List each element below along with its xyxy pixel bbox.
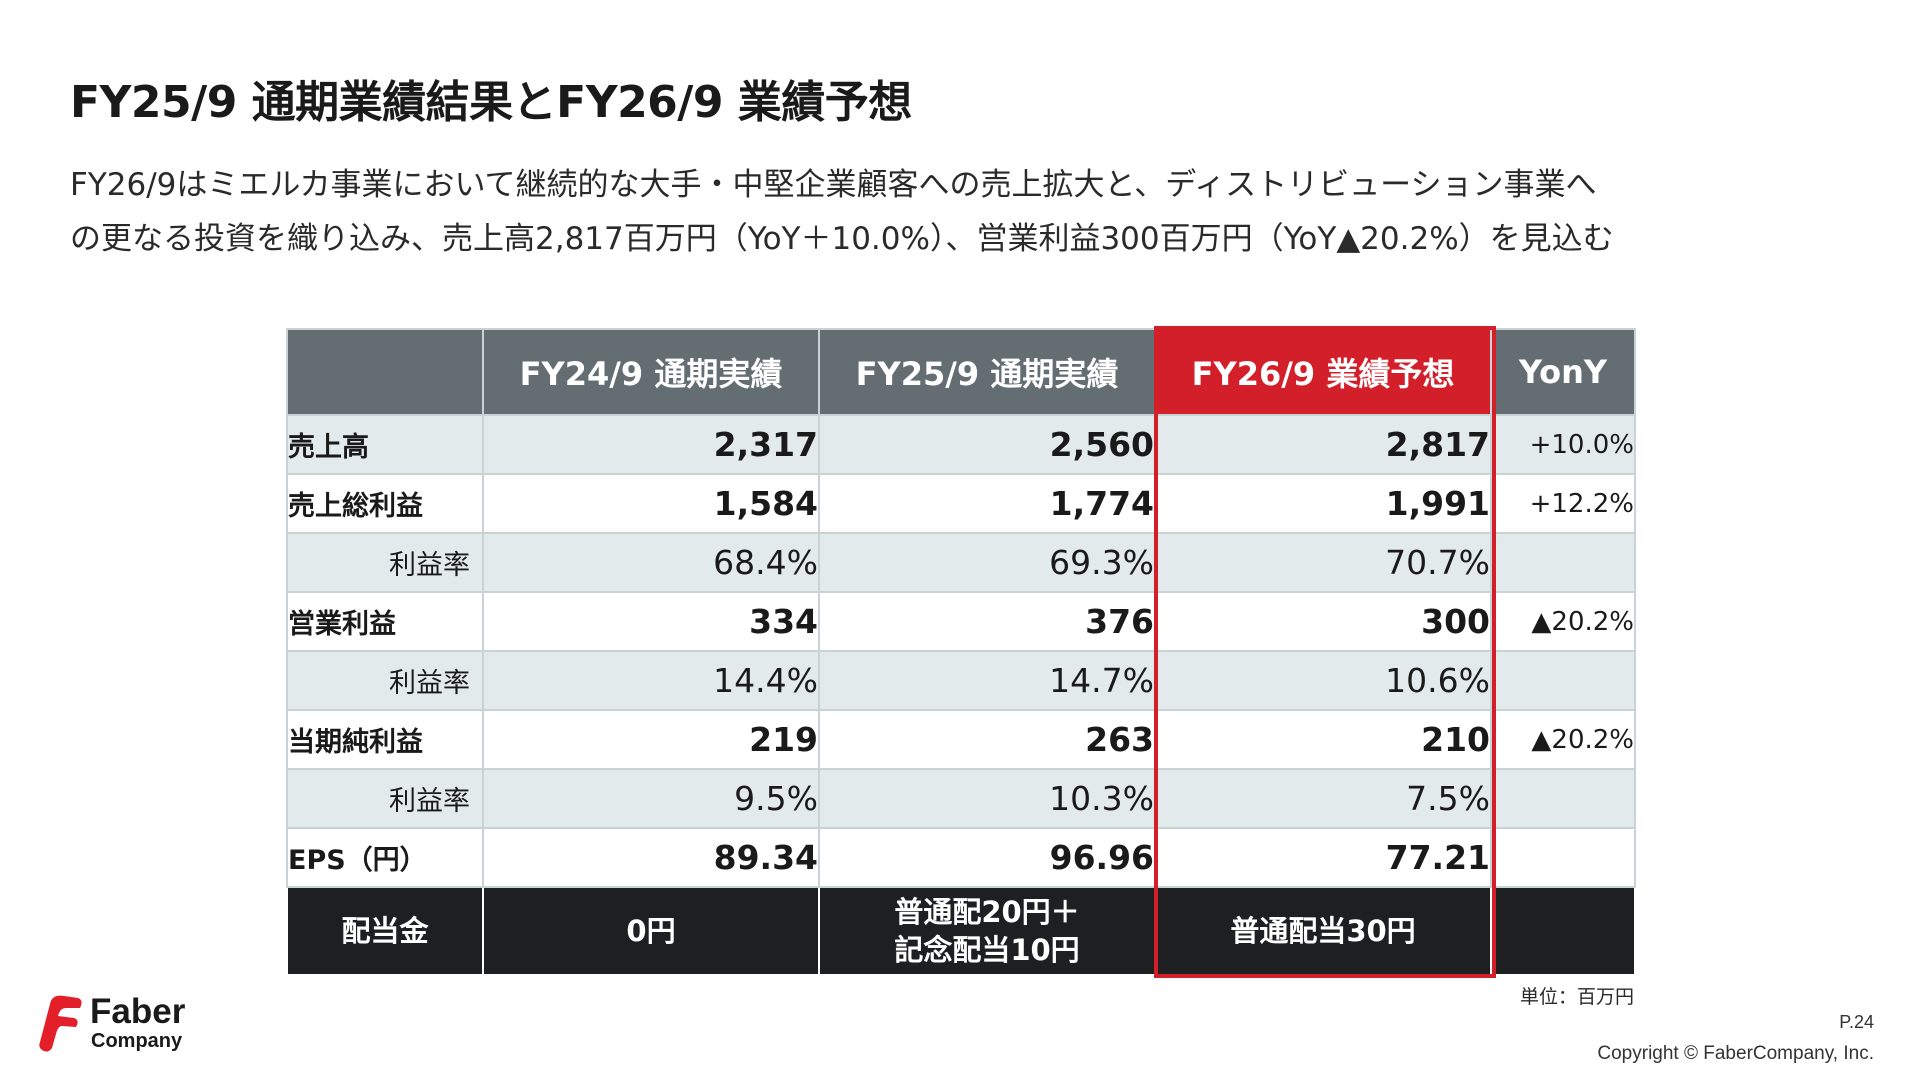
cell-fy25: 10.3% [818,768,1156,829]
cell-yoy [1490,650,1636,711]
row-label: 当期純利益 [286,709,484,770]
cell-fy25: 14.7% [818,650,1156,711]
unit-note: 単位：百万円 [1520,986,1635,1008]
header-fy26-forecast: FY26/9 業績予想 [1154,328,1492,416]
cell-fy26: 210 [1154,709,1492,770]
cell-fy24: 1,584 [482,473,820,534]
row-label: 利益率 [286,768,484,829]
table-row: 売上高 2,317 2,560 2,817 +10.0% [286,414,1636,475]
row-label: 営業利益 [286,591,484,652]
dividend-yoy [1490,886,1636,976]
cell-fy25: 96.96 [818,827,1156,888]
cell-yoy: +10.0% [1490,414,1636,475]
faber-logo-icon [39,995,82,1052]
cell-fy25: 376 [818,591,1156,652]
table-row: 売上総利益 1,584 1,774 1,991 +12.2% [286,473,1636,534]
cell-fy24: 334 [482,591,820,652]
row-label: 売上高 [286,414,484,475]
header-fy25: FY25/9 通期実績 [818,328,1156,416]
table-header-row: FY24/9 通期実績 FY25/9 通期実績 FY26/9 業績予想 YonY [286,328,1636,416]
table-row: 利益率 14.4% 14.7% 10.6% [286,650,1636,711]
cell-fy26: 10.6% [1154,650,1492,711]
dividend-fy26: 普通配当30円 [1154,886,1492,976]
cell-yoy [1490,827,1636,888]
cell-fy24: 2,317 [482,414,820,475]
description-line-2: の更なる投資を織り込み、売上高2,817百万円（YoY＋10.0%）、営業利益3… [70,221,1614,257]
cell-yoy [1490,768,1636,829]
cell-fy26: 300 [1154,591,1492,652]
description-line-1: FY26/9はミエルカ事業において継続的な大手・中堅企業顧客への売上拡大と、ディ… [70,167,1597,203]
header-fy24: FY24/9 通期実績 [482,328,820,416]
page-title: FY25/9 通期業績結果とFY26/9 業績予想 [70,77,912,128]
row-label: EPS（円） [286,827,484,888]
description: FY26/9はミエルカ事業において継続的な大手・中堅企業顧客への売上拡大と、ディ… [70,158,1870,266]
cell-yoy: ▲20.2% [1490,591,1636,652]
table-row: 当期純利益 219 263 210 ▲20.2% [286,709,1636,770]
logo-text-company: Company [91,1030,183,1052]
row-label: 利益率 [286,532,484,593]
table-row: 営業利益 334 376 300 ▲20.2% [286,591,1636,652]
cell-fy25: 2,560 [818,414,1156,475]
dividend-fy25-line2: 記念配当10円 [894,933,1080,967]
dividend-label: 配当金 [286,886,484,976]
cell-yoy [1490,532,1636,593]
row-label: 利益率 [286,650,484,711]
cell-fy25: 1,774 [818,473,1156,534]
cell-fy24: 14.4% [482,650,820,711]
copyright: Copyright © FaberCompany, Inc. [1597,1043,1874,1064]
cell-fy26: 1,991 [1154,473,1492,534]
cell-fy26: 70.7% [1154,532,1492,593]
dividend-row: 配当金 0円 普通配20円＋ 記念配当10円 普通配当30円 [286,886,1636,976]
cell-fy24: 9.5% [482,768,820,829]
dividend-fy25: 普通配20円＋ 記念配当10円 [818,886,1156,976]
financial-table: FY24/9 通期実績 FY25/9 通期実績 FY26/9 業績予想 YonY… [286,328,1636,976]
cell-fy24: 68.4% [482,532,820,593]
header-blank [286,328,484,416]
table-row: 利益率 9.5% 10.3% 7.5% [286,768,1636,829]
cell-yoy: ▲20.2% [1490,709,1636,770]
cell-fy26: 7.5% [1154,768,1492,829]
cell-fy24: 219 [482,709,820,770]
dividend-fy24: 0円 [482,886,820,976]
table-row: EPS（円） 89.34 96.96 77.21 [286,827,1636,888]
cell-fy25: 263 [818,709,1156,770]
cell-yoy: +12.2% [1490,473,1636,534]
dividend-fy25-line1: 普通配20円＋ [894,895,1080,929]
cell-fy26: 2,817 [1154,414,1492,475]
row-label: 売上総利益 [286,473,484,534]
header-yony: YonY [1490,328,1636,416]
cell-fy26: 77.21 [1154,827,1492,888]
table-row: 利益率 68.4% 69.3% 70.7% [286,532,1636,593]
cell-fy25: 69.3% [818,532,1156,593]
page-number: P.24 [1839,1012,1874,1032]
cell-fy24: 89.34 [482,827,820,888]
logo-text-faber: Faber [90,992,186,1031]
